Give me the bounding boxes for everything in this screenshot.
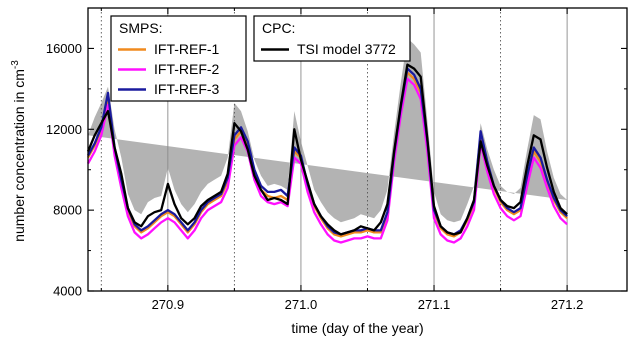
plot-frame [87,7,628,292]
cpc-uncertainty-band [88,38,568,223]
series-layer [86,63,568,244]
uncertainty-band-layer [88,38,568,223]
series-line-tsi-model-3772 [86,63,568,236]
y-axis-title-main: number concentration in cm [11,69,27,242]
legend-label-tsi-model-3772: TSI model 3772 [297,41,396,57]
y-tick-label-4000: 4000 [53,284,82,299]
y-tick-label-12000: 12000 [46,122,82,137]
tick-layer: 4000 8000 12000 16000 270.9 271.0 271.1 271.2 [46,8,627,312]
legend-cpc: CPC: TSI model 3772 [253,15,411,62]
legend-cpc-box [253,15,411,62]
legend-smps: SMPS: IFT-REF-1 IFT-REF-2 IFT-REF-3 [110,15,247,102]
x-axis-title: time (day of the year) [291,320,423,336]
legend-smps-title: SMPS: [119,20,163,36]
y-tick-label-8000: 8000 [53,203,82,218]
x-tick-label-271: 271.0 [285,297,318,312]
y-axis-title-superscript: -3 [10,60,21,69]
series-line-ift-ref-2 [86,77,568,244]
legend-smps-box [110,15,247,102]
x-tick-label-270.9: 270.9 [152,297,185,312]
y-axis-title: number concentration in cm-3 [10,60,27,242]
x-tick-label-271.2: 271.2 [551,297,584,312]
x-tick-label-271.1: 271.1 [418,297,451,312]
y-tick-label-16000: 16000 [46,41,82,56]
legend-label-ift-ref-2: IFT-REF-2 [154,61,220,77]
legend-label-ift-ref-3: IFT-REF-3 [154,81,220,97]
legend-label-ift-ref-1: IFT-REF-1 [154,41,220,57]
legend-cpc-title: CPC: [262,20,295,36]
